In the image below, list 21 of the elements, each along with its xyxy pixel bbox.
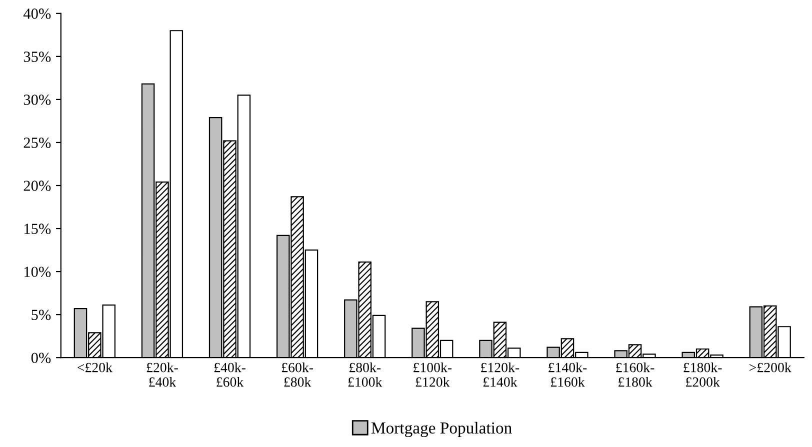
x-tick-label: £160k- £180k xyxy=(616,362,654,387)
x-tick-label: >£200k xyxy=(750,362,792,372)
y-tick-label: 30% xyxy=(24,94,51,105)
x-tick-label: £180k- £200k xyxy=(684,362,722,387)
x-tick-label: <£20k xyxy=(78,362,112,372)
y-tick-label: 15% xyxy=(24,224,51,234)
x-tick-label: £140k- £160k xyxy=(548,362,587,387)
y-tick-label: 40% xyxy=(23,8,51,19)
y-tick-label: 0% xyxy=(31,352,51,364)
x-tick-label: £120k- £140k xyxy=(481,362,520,387)
x-tick-label: £40k- £60k xyxy=(214,362,246,387)
y-tick-label: 35% xyxy=(24,52,51,62)
x-tick-label: £80k- £100k xyxy=(348,362,382,387)
x-tick-label: £100k- £120k xyxy=(414,362,452,387)
y-tick-label: 5% xyxy=(32,310,51,320)
y-tick-label: 10% xyxy=(24,266,51,278)
legend-label: Mortgage Population xyxy=(371,422,512,438)
x-tick-label: £60k- £80k xyxy=(282,362,314,387)
y-tick-label: 25% xyxy=(24,138,51,148)
y-tick-label: 20% xyxy=(24,180,51,192)
x-tick-label: £20k- £40k xyxy=(146,362,178,387)
